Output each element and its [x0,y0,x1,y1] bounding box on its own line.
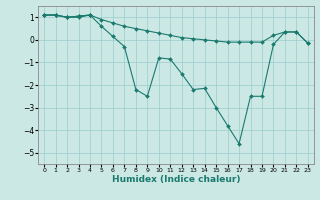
X-axis label: Humidex (Indice chaleur): Humidex (Indice chaleur) [112,175,240,184]
